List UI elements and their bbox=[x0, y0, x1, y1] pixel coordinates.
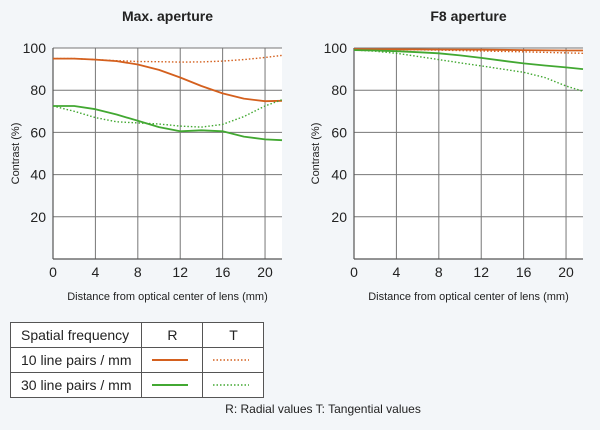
legend-col-radial: R bbox=[141, 322, 204, 348]
x-tick-label: 20 bbox=[558, 264, 574, 280]
x-tick-label: 8 bbox=[134, 264, 142, 280]
x-tick-label: 8 bbox=[435, 264, 443, 280]
y-tick-label: 60 bbox=[331, 124, 347, 140]
x-tick-label: 16 bbox=[516, 264, 532, 280]
series-line bbox=[53, 105, 283, 142]
y-tick-label: 40 bbox=[331, 167, 347, 183]
chart-title: Max. aperture bbox=[122, 8, 213, 24]
legend-table: Spatial frequency R T 10 line pairs / mm… bbox=[9, 322, 265, 398]
plot-area bbox=[53, 48, 282, 259]
x-tick-label: 4 bbox=[393, 264, 401, 280]
chart-title: F8 aperture bbox=[430, 8, 506, 24]
y-tick-label: 80 bbox=[331, 82, 347, 98]
x-tick-label: 0 bbox=[49, 264, 57, 280]
plot-area bbox=[354, 48, 583, 259]
legend-header-label: Spatial frequency bbox=[9, 322, 143, 348]
x-axis-label: Distance from optical center of lens (mm… bbox=[368, 291, 569, 303]
legend-col-tangential: T bbox=[202, 322, 265, 348]
legend-row-10lp: 10 line pairs / mm bbox=[9, 347, 265, 373]
x-tick-label: 16 bbox=[215, 264, 231, 280]
legend-note: R: Radial values T: Tangential values bbox=[225, 402, 421, 416]
legend-sample-10lp-tangential bbox=[202, 347, 265, 373]
y-axis-label: Contrast (%) bbox=[310, 123, 322, 185]
y-tick-label: 80 bbox=[30, 82, 46, 98]
legend-row-label: 30 line pairs / mm bbox=[9, 372, 143, 398]
series-line bbox=[353, 48, 584, 54]
x-tick-label: 4 bbox=[92, 264, 100, 280]
x-tick-label: 12 bbox=[172, 264, 188, 280]
series-line bbox=[353, 49, 584, 70]
y-tick-label: 40 bbox=[30, 167, 46, 183]
legend-header-row: Spatial frequency R T bbox=[9, 322, 265, 348]
y-tick-label: 20 bbox=[331, 209, 347, 225]
x-tick-label: 20 bbox=[257, 264, 273, 280]
x-axis-label: Distance from optical center of lens (mm… bbox=[67, 291, 268, 303]
series-line bbox=[53, 54, 283, 63]
legend-sample-30lp-radial bbox=[141, 372, 204, 398]
legend-row-30lp: 30 line pairs / mm bbox=[9, 372, 265, 398]
y-tick-label: 100 bbox=[324, 40, 348, 56]
series-line bbox=[353, 49, 584, 92]
mtf-chart-f8-aperture: 0 4 8 12 16 20 20 40 60 80 100 F8 aperture Distance … bbox=[310, 8, 584, 303]
legend-sample-30lp-tangential bbox=[202, 372, 265, 398]
y-tick-label: 60 bbox=[30, 124, 46, 140]
legend-row-label: 10 line pairs / mm bbox=[9, 347, 143, 373]
x-tick-label: 0 bbox=[350, 264, 358, 280]
legend-sample-10lp-radial bbox=[141, 347, 204, 373]
x-tick-label: 12 bbox=[473, 264, 489, 280]
mtf-chart-max-aperture: 0 4 8 12 16 20 20 40 60 80 100 Max. aperture Distanc… bbox=[10, 8, 283, 303]
y-tick-label: 20 bbox=[30, 209, 46, 225]
y-tick-label: 100 bbox=[23, 40, 47, 56]
y-axis-label: Contrast (%) bbox=[10, 123, 22, 185]
